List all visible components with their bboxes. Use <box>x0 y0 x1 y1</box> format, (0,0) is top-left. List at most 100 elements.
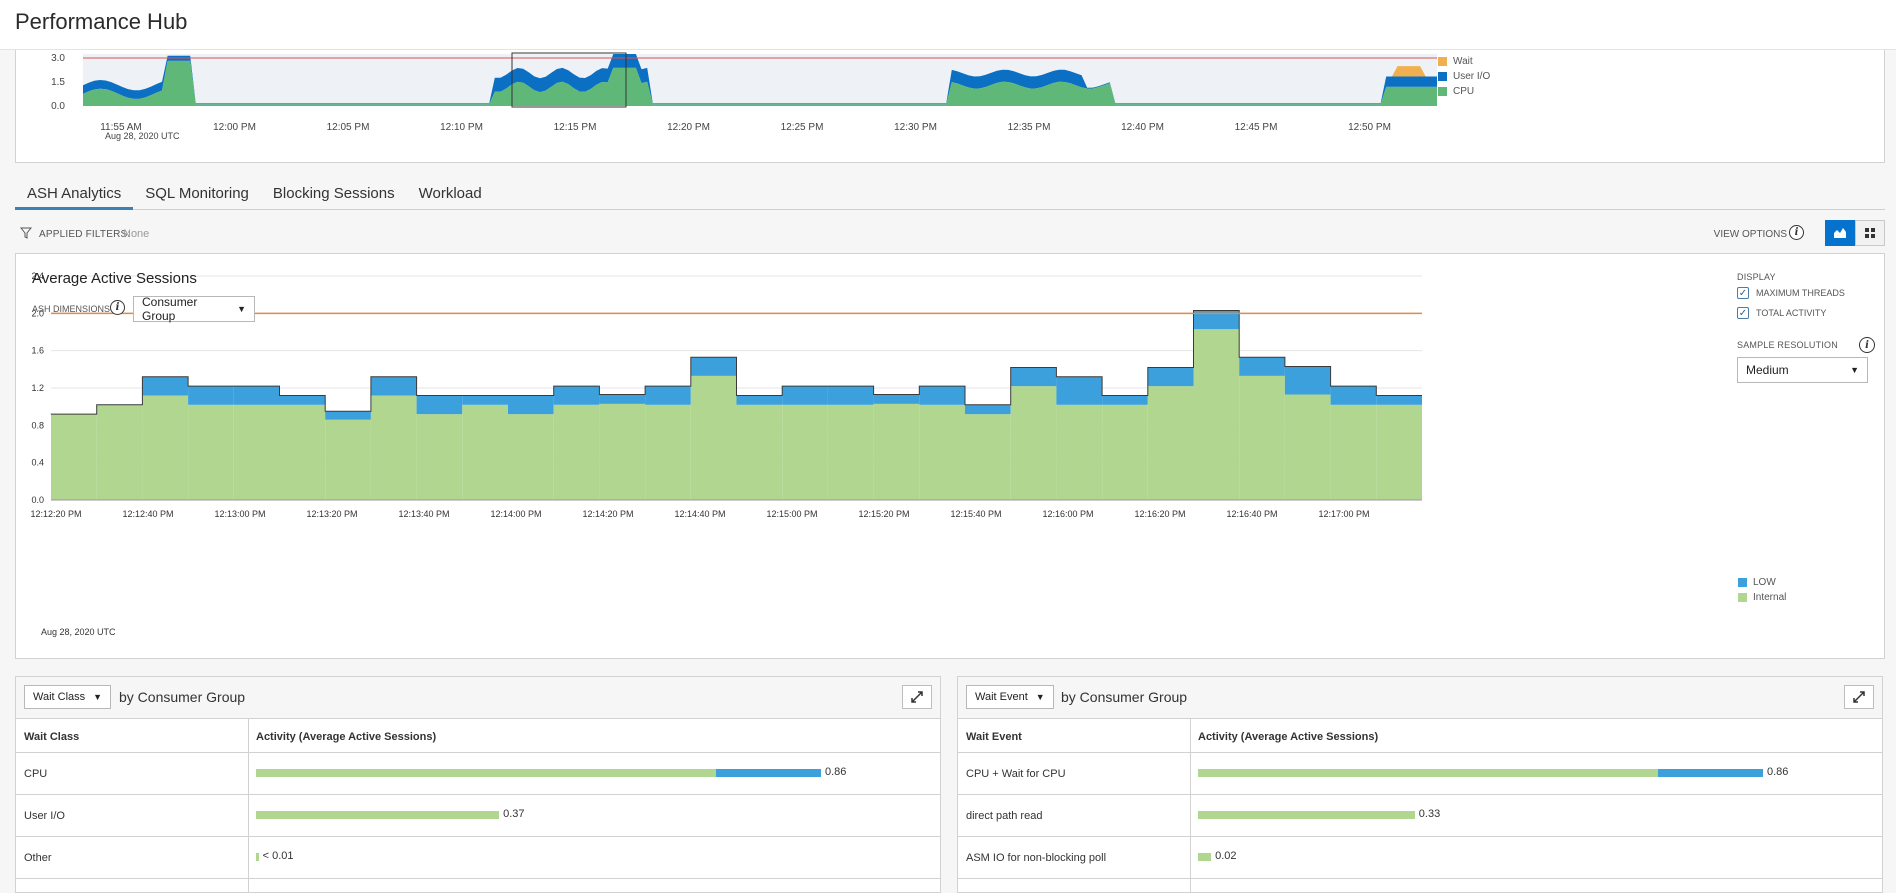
overview-x-tick: 12:05 PM <box>327 122 370 133</box>
chart-view-button[interactable] <box>1825 220 1855 246</box>
bar-internal <box>1376 404 1422 500</box>
maximum-threads-checkbox[interactable]: ✓ MAXIMUM THREADS <box>1737 287 1845 299</box>
activity-value: 0.86 <box>825 766 847 778</box>
overview-y-tick: 0.0 <box>51 101 65 112</box>
row-name: CPU + Wait for CPU <box>966 768 1066 780</box>
applied-filters-value: None <box>123 228 150 240</box>
overview-selection-window[interactable] <box>511 52 627 108</box>
aas-x-tick: 12:16:20 PM <box>1134 509 1185 519</box>
activity-value: < 0.01 <box>262 850 294 862</box>
table-row[interactable]: direct path read 0.33 <box>958 795 1882 837</box>
expand-button[interactable] <box>1844 685 1874 709</box>
bar-internal <box>1102 404 1148 500</box>
bar-low <box>599 394 646 404</box>
column-header-activity[interactable]: Activity (Average Active Sessions) <box>256 731 437 743</box>
ash-dimensions-info-icon[interactable]: i <box>110 300 125 315</box>
tab-workload[interactable]: Workload <box>418 185 482 202</box>
table-row[interactable]: CPU 0.86 <box>16 753 940 795</box>
bar-internal <box>1198 811 1415 819</box>
column-divider <box>248 719 249 892</box>
bar-low <box>1056 376 1103 405</box>
legend-swatch <box>1738 593 1747 602</box>
panel-header: Wait Event ▼ by Consumer Group <box>958 677 1882 719</box>
aas-x-tick: 12:14:40 PM <box>674 509 725 519</box>
view-options-info-icon[interactable]: i <box>1789 225 1804 240</box>
table-row[interactable]: User I/O 0.37 <box>16 795 940 837</box>
bar-low <box>1010 367 1057 387</box>
wait-class-select[interactable]: Wait Class ▼ <box>24 685 112 709</box>
checkbox-label: MAXIMUM THREADS <box>1756 288 1845 298</box>
ash-dimension-select[interactable]: Consumer Group ▼ <box>133 295 255 323</box>
panel-header: Wait Class ▼ by Consumer Group <box>16 677 940 719</box>
total-activity-checkbox[interactable]: ✓ TOTAL ACTIVITY <box>1737 307 1826 319</box>
filter-icon[interactable] <box>20 227 32 239</box>
sample-resolution-value: Medium <box>1746 363 1789 377</box>
bar-internal <box>1193 329 1240 500</box>
checkbox-label: TOTAL ACTIVITY <box>1756 308 1827 318</box>
overview-y-tick: 1.5 <box>51 77 65 88</box>
wait-class-select-value: Wait Class <box>33 691 86 703</box>
sample-resolution-info-icon[interactable]: i <box>1859 337 1875 353</box>
bar-internal <box>279 404 326 500</box>
table-row[interactable]: CPU + Wait for CPU 0.86 <box>958 753 1882 795</box>
legend-item-low: LOW <box>1738 575 1786 590</box>
aas-legend: LOW Internal <box>1738 575 1786 605</box>
overview-cpu-area <box>83 60 1437 106</box>
page-header: Performance Hub <box>0 0 1896 50</box>
row-name: Other <box>24 852 52 864</box>
main-tabs: ASH Analytics SQL Monitoring Blocking Se… <box>15 180 1885 210</box>
tab-sql-monitoring[interactable]: SQL Monitoring <box>145 185 249 202</box>
grid-view-button[interactable] <box>1855 220 1885 246</box>
aas-x-axis: 12:12:20 PM 12:12:40 PM 12:13:00 PM 12:13:2… <box>30 509 1369 519</box>
tab-blocking-sessions[interactable]: Blocking Sessions <box>272 185 395 202</box>
bar-internal <box>965 414 1011 500</box>
table-row[interactable]: ASM IO for non-blocking poll 0.02 <box>958 837 1882 879</box>
aas-x-tick: 12:14:00 PM <box>490 509 541 519</box>
bar-internal <box>599 403 646 500</box>
overview-chart[interactable]: 3.0 1.5 0.0 11:55 AM 12:00 PM 12:05 PM 12:1… <box>16 50 1884 162</box>
overview-x-tick: 12:45 PM <box>1235 122 1278 133</box>
aas-y-tick: 2.0 <box>31 308 44 318</box>
ash-dimension-value: Consumer Group <box>142 295 198 323</box>
bar-low <box>1193 310 1240 330</box>
bar-internal <box>1147 386 1194 500</box>
bar-internal <box>827 404 874 500</box>
overview-y-tick: 3.0 <box>51 53 65 64</box>
bar-internal <box>233 404 280 500</box>
grid-icon <box>1865 228 1875 238</box>
area-chart-icon <box>1834 228 1846 238</box>
bar-internal <box>142 395 189 500</box>
table-header: Wait Class Activity (Average Active Sess… <box>16 719 940 753</box>
aas-chart[interactable]: 0.0 0.4 0.8 1.2 1.6 2.0 2.4 12:12:20 PM 12:12:4… <box>16 254 1884 658</box>
expand-button[interactable] <box>902 685 932 709</box>
bar-low <box>508 395 554 415</box>
sample-resolution-select[interactable]: Medium ▼ <box>1737 357 1868 383</box>
table-row[interactable]: Other < 0.01 <box>16 837 940 879</box>
bar-low <box>645 386 691 405</box>
bar-low <box>919 386 965 405</box>
bar-low <box>325 411 371 420</box>
bar-low <box>1147 367 1194 387</box>
aas-x-tick: 12:13:00 PM <box>214 509 265 519</box>
legend-label: CPU <box>1453 86 1475 97</box>
row-name: User I/O <box>24 810 65 822</box>
bar-low <box>1284 366 1331 395</box>
table-header: Wait Event Activity (Average Active Sess… <box>958 719 1882 753</box>
tab-ash-analytics[interactable]: ASH Analytics <box>15 180 134 210</box>
bar-internal <box>508 414 554 500</box>
bar-internal <box>256 811 500 819</box>
bar-internal <box>919 404 965 500</box>
overview-timeline[interactable]: 3.0 1.5 0.0 11:55 AM 12:00 PM 12:05 PM 12:1… <box>15 50 1885 163</box>
wait-event-select[interactable]: Wait Event ▼ <box>966 685 1054 709</box>
column-header-activity[interactable]: Activity (Average Active Sessions) <box>1198 731 1379 743</box>
display-label: DISPLAY <box>1737 272 1776 282</box>
aas-x-tick: 12:13:20 PM <box>306 509 357 519</box>
bar-internal <box>553 404 600 500</box>
aas-x-tick: 12:15:20 PM <box>858 509 909 519</box>
column-header-wait-event[interactable]: Wait Event <box>966 731 1022 743</box>
aas-x-tick: 12:13:40 PM <box>398 509 449 519</box>
wait-event-select-value: Wait Event <box>975 691 1028 703</box>
panel-title: by Consumer Group <box>119 689 246 705</box>
bar-internal <box>690 375 737 500</box>
column-header-wait-class[interactable]: Wait Class <box>24 731 80 743</box>
